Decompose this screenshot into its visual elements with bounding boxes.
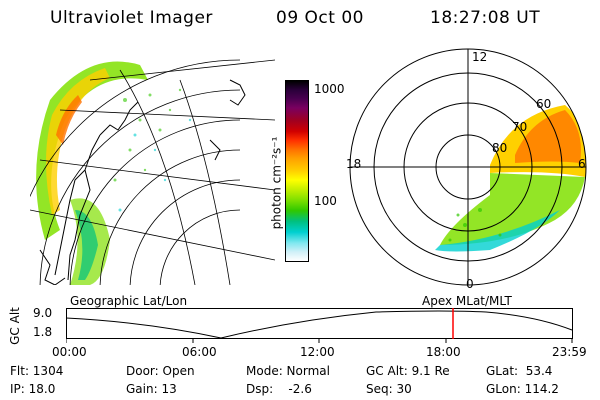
magnetic-polar-plot: 12 18 6 0 60 70 80 — [346, 48, 587, 290]
mlt-label-18: 18 — [346, 157, 361, 171]
door-status: Door: Open — [126, 364, 195, 378]
gain-value: Gain: 13 — [126, 382, 177, 396]
date-label: 09 Oct 00 — [276, 8, 364, 28]
timeline-xtick-0600: 06:00 — [182, 345, 217, 359]
mlt-label-12: 12 — [472, 50, 487, 64]
lat-label-80: 80 — [492, 141, 507, 155]
mlt-label-0: 0 — [466, 277, 474, 290]
instrument-title: Ultraviolet Imager — [50, 8, 213, 28]
time-label: 18:27:08 UT — [430, 8, 541, 28]
flight-number: Flt: 1304 — [10, 364, 64, 378]
timeline-ytick-9: 9.0 — [33, 306, 53, 320]
mlt-label-6: 6 — [578, 157, 586, 171]
timeline-xtick-1800: 18:00 — [426, 345, 461, 359]
colorbar — [285, 80, 309, 262]
timeline-ylabel: GC Alt — [7, 307, 22, 345]
timeline-xtick-2359: 23:59 — [552, 345, 587, 359]
timeline-xtick-0000: 00:00 — [52, 345, 87, 359]
glat-value: GLat: 53.4 — [486, 364, 553, 378]
colorbar-tick-100: 100 — [314, 194, 337, 208]
lat-label-60: 60 — [536, 97, 551, 111]
dsp-value: Dsp: -2.6 — [246, 382, 312, 396]
altitude-timeline — [66, 308, 573, 343]
timeline-ytick-1.8: 1.8 — [33, 325, 53, 339]
geographic-image — [30, 59, 275, 285]
colorbar-tick-1000: 1000 — [314, 82, 345, 96]
geographic-panel-label: Geographic Lat/Lon — [70, 294, 188, 308]
apex-panel-label: Apex MLat/MLT — [422, 294, 512, 308]
seq-value: Seq: 30 — [366, 382, 412, 396]
lat-label-70: 70 — [512, 120, 527, 134]
gc-alt-value: GC Alt: 9.1 Re — [366, 364, 450, 378]
mode-value: Mode: Normal — [246, 364, 330, 378]
colorbar-unit-label: photon cm⁻²s⁻¹ — [269, 136, 284, 230]
ip-value: IP: 18.0 — [10, 382, 56, 396]
timeline-xtick-1200: 12:00 — [300, 345, 335, 359]
glon-value: GLon: 114.2 — [486, 382, 559, 396]
